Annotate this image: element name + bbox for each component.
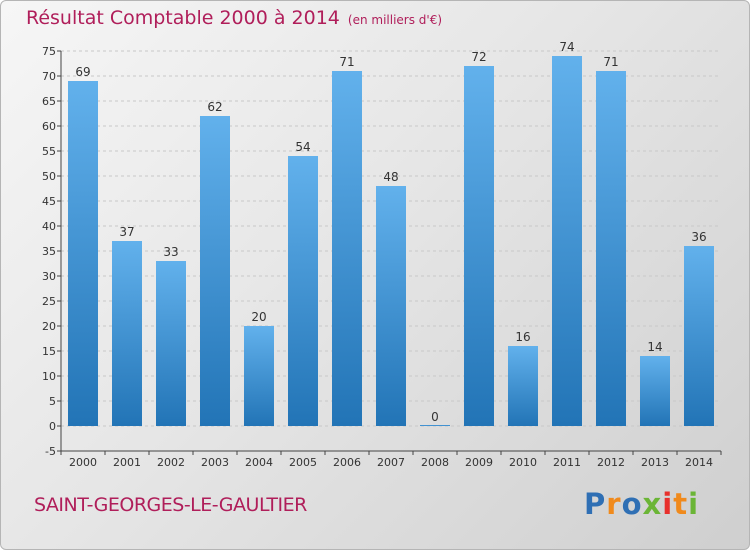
x-tick-label: 2008 [421, 456, 449, 469]
data-label-2009: 72 [471, 50, 486, 64]
x-tick-label: 2000 [69, 456, 97, 469]
data-labels: 69 37 33 62 20 54 71 48 0 72 16 74 71 14 36 [75, 40, 706, 424]
y-tick-label: 70 [42, 70, 56, 83]
y-tick-label: 60 [42, 120, 56, 133]
y-tick-label: 55 [42, 145, 56, 158]
data-label-2005: 54 [295, 140, 310, 154]
data-label-2013: 14 [647, 340, 662, 354]
y-tick-label: 30 [42, 270, 56, 283]
chart-title: Résultat Comptable 2000 à 2014 (en millie… [26, 7, 442, 29]
data-label-2004: 20 [251, 310, 266, 324]
logo-letter: i [688, 487, 700, 521]
data-label-2010: 16 [515, 330, 530, 344]
bar-2013 [640, 356, 670, 426]
x-tick-label: 2001 [113, 456, 141, 469]
bar-2007 [376, 186, 406, 426]
x-tick-label: 2012 [597, 456, 625, 469]
bar-2003 [200, 116, 230, 426]
data-label-2012: 71 [603, 55, 618, 69]
y-tick-label: 20 [42, 320, 56, 333]
data-label-2007: 48 [383, 170, 398, 184]
x-tick-label: 2013 [641, 456, 669, 469]
bar-2009 [464, 66, 494, 426]
y-tick-label: 50 [42, 170, 56, 183]
bar-2011 [552, 56, 582, 426]
data-label-2006: 71 [339, 55, 354, 69]
x-tick-label: 2005 [289, 456, 317, 469]
data-label-2000: 69 [75, 65, 90, 79]
y-tick-label: 10 [42, 370, 56, 383]
bar-2014 [684, 246, 714, 426]
proxiti-logo[interactable]: Proxiti [584, 487, 699, 521]
x-tick-label: 2003 [201, 456, 229, 469]
logo-letter: r [606, 487, 622, 521]
commune-name: SAINT-GEORGES-LE-GAULTIER [34, 494, 307, 516]
bar-2002 [156, 261, 186, 426]
bar-2006 [332, 71, 362, 426]
x-tick-label: 2010 [509, 456, 537, 469]
bar-2001 [112, 241, 142, 426]
y-tick-label: 45 [42, 195, 56, 208]
y-tick-label: 0 [49, 420, 56, 433]
bar-2005 [288, 156, 318, 426]
x-tick-label: 2011 [553, 456, 581, 469]
data-label-2008: 0 [431, 410, 439, 424]
bar-2012 [596, 71, 626, 426]
data-label-2002: 33 [163, 245, 178, 259]
logo-letter: i [662, 487, 674, 521]
data-label-2011: 74 [559, 40, 574, 54]
x-tick-label: 2002 [157, 456, 185, 469]
y-tick-label: 65 [42, 95, 56, 108]
x-tick-label: 2006 [333, 456, 361, 469]
x-tick-label: 2014 [685, 456, 713, 469]
y-tick-label: -5 [45, 445, 56, 458]
bar-2008 [420, 425, 450, 426]
chart-title-main: Résultat Comptable 2000 à 2014 [26, 7, 340, 29]
chart-subtitle: (en milliers d'€) [347, 13, 443, 27]
bar-2004 [244, 326, 274, 426]
bars [68, 56, 714, 426]
y-tick-label: 75 [42, 45, 56, 58]
y-tick-label: 15 [42, 345, 56, 358]
y-tick-label: 40 [42, 220, 56, 233]
bar-2010 [508, 346, 538, 426]
logo-letter: t [673, 487, 689, 521]
y-tick-label: 25 [42, 295, 56, 308]
y-tick-label: 35 [42, 245, 56, 258]
x-tick-label: 2004 [245, 456, 273, 469]
logo-letter: P [584, 487, 607, 521]
logo-letter: x [642, 487, 663, 521]
bar-2000 [68, 81, 98, 426]
y-tick-label: 5 [49, 395, 56, 408]
data-label-2001: 37 [119, 225, 134, 239]
x-tick-label: 2007 [377, 456, 405, 469]
x-tick-label: 2009 [465, 456, 493, 469]
logo-letter: o [621, 487, 643, 521]
data-label-2003: 62 [207, 100, 222, 114]
data-label-2014: 36 [691, 230, 706, 244]
